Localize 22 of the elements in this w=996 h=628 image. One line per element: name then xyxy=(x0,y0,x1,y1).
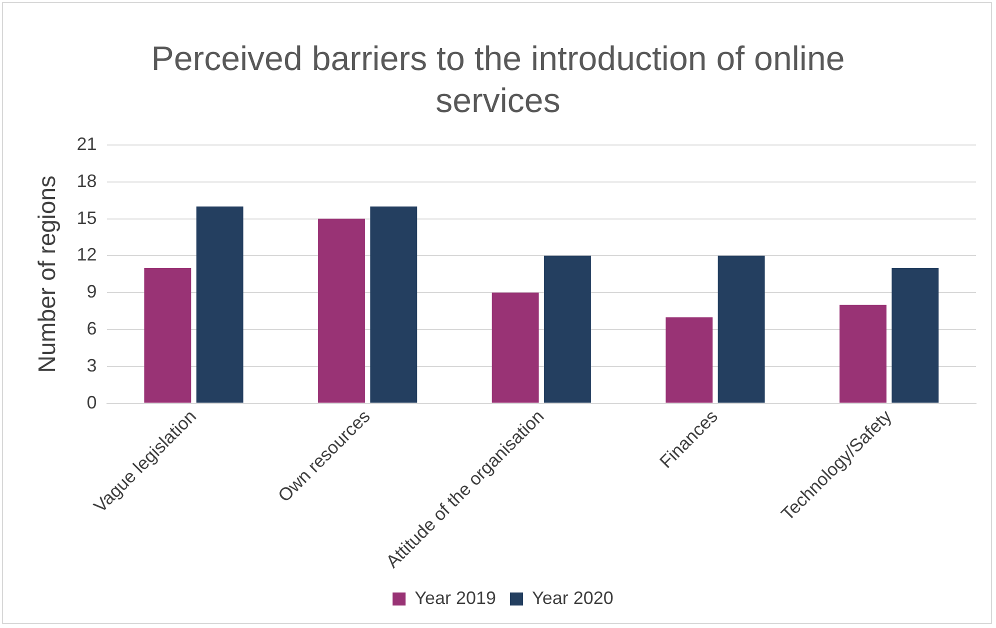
y-tick-label: 15 xyxy=(76,208,97,228)
y-tick-label: 6 xyxy=(86,318,97,338)
legend-label: Year 2020 xyxy=(532,588,614,608)
bar xyxy=(318,218,365,403)
y-tick-label: 3 xyxy=(86,355,97,376)
bar xyxy=(492,292,539,403)
bar xyxy=(840,304,886,403)
bar xyxy=(196,206,244,403)
bar xyxy=(666,317,713,403)
bar xyxy=(544,256,591,403)
y-axis-title: Number of regions xyxy=(34,175,62,373)
legend-label: Year 2019 xyxy=(414,588,496,608)
bar xyxy=(370,206,418,403)
y-tick-label: 0 xyxy=(86,392,97,412)
y-tick-label: 12 xyxy=(76,244,97,265)
y-tick-label: 9 xyxy=(86,282,97,302)
y-tick-label: 21 xyxy=(76,134,97,154)
bar xyxy=(892,268,939,403)
bar xyxy=(718,256,765,403)
bar xyxy=(144,268,192,403)
y-tick-label: 18 xyxy=(76,170,97,191)
chart-title: Perceived barriers to the introduction of online services xyxy=(150,39,846,122)
